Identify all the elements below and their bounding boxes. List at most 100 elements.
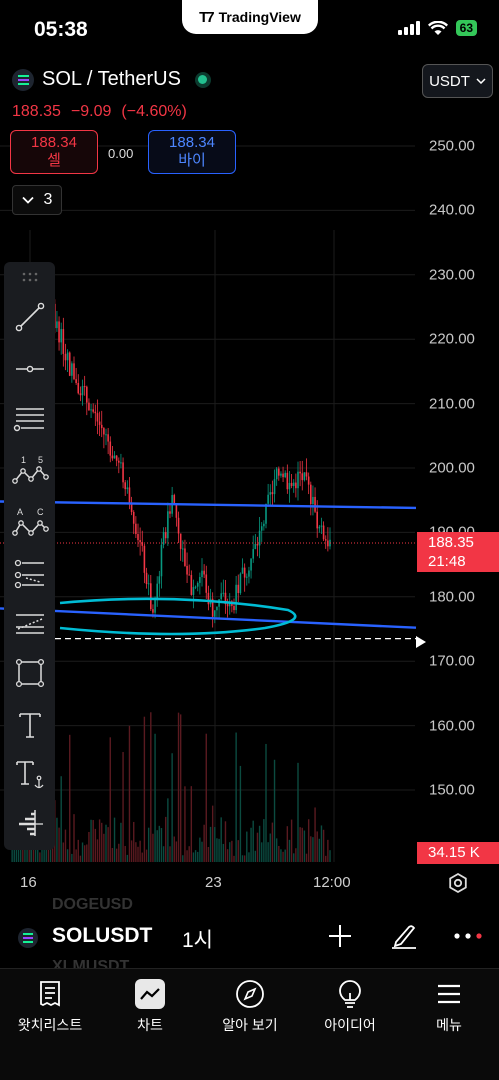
candle-body — [248, 570, 250, 577]
candle-body — [75, 379, 77, 384]
volume-bar — [211, 805, 214, 862]
volume-bar — [98, 819, 101, 862]
candle-body — [216, 606, 218, 611]
candle-body — [275, 468, 278, 480]
sell-button[interactable]: 188.34 셀 — [10, 130, 98, 174]
volume-bar — [105, 824, 107, 862]
volume-bar — [222, 843, 225, 862]
chart-settings-icon[interactable] — [447, 872, 469, 894]
symbol-carousel-prev[interactable]: DOGEUSD — [52, 896, 133, 913]
alert-marker-icon — [416, 636, 426, 648]
drag-handle-icon[interactable] — [4, 262, 55, 292]
candle-body — [167, 511, 169, 539]
collapse-indicators-button[interactable]: 3 — [12, 185, 62, 215]
rectangle-tool[interactable] — [7, 650, 52, 696]
symbol-title: SOL / TetherUS — [42, 68, 181, 90]
candle-body — [214, 610, 216, 617]
anchored-text-tool[interactable] — [7, 752, 52, 798]
candle-body — [222, 592, 225, 594]
trend-line-icon — [15, 302, 44, 332]
volume-bar — [26, 844, 28, 862]
volume-bar — [192, 852, 195, 862]
candle-body — [118, 460, 120, 463]
regression-trend-tool[interactable] — [7, 600, 52, 646]
volume-bar — [275, 838, 278, 862]
volume-bar — [186, 850, 188, 862]
candle-body — [77, 383, 80, 394]
y-tick-label: 220.00 — [429, 330, 475, 348]
solana-coin-icon — [12, 68, 34, 91]
volume-bar — [320, 825, 323, 862]
volume-bar — [143, 716, 146, 862]
volume-bar — [107, 827, 109, 862]
svg-text:5: 5 — [38, 455, 43, 465]
candle-body — [62, 329, 65, 354]
sell-label: 셀 — [47, 152, 61, 169]
more-options-button[interactable] — [450, 918, 486, 954]
volume-bar — [299, 827, 301, 862]
price-change: −9.09 — [70, 103, 112, 120]
candle-body — [90, 409, 92, 411]
candle-body — [292, 482, 295, 487]
price-chart[interactable] — [0, 0, 499, 900]
nav-explore[interactable]: 알아 보기 — [200, 979, 300, 1035]
volume-profile-tool[interactable] — [7, 800, 52, 846]
volume-bar — [265, 743, 267, 862]
fib-retracement-tool[interactable] — [7, 396, 52, 442]
tradingview-pill[interactable]: T7 TradingView — [182, 0, 318, 34]
nav-ideas[interactable]: 아이디어 — [300, 979, 400, 1035]
candle-body — [113, 455, 116, 459]
interval-selector[interactable]: 1시 — [182, 929, 213, 952]
symbol-header[interactable]: SOL / TetherUS — [12, 68, 211, 91]
text-tool[interactable] — [7, 702, 52, 748]
candle-body — [100, 424, 103, 429]
candle-body — [235, 584, 237, 611]
volume-bar — [293, 853, 295, 862]
candle-body — [312, 496, 314, 505]
volume-bar — [141, 852, 143, 862]
volume-bar — [203, 824, 205, 862]
volume-bar — [179, 714, 182, 862]
volume-bar — [111, 847, 114, 862]
add-button[interactable] — [322, 918, 358, 954]
candle-body — [86, 386, 88, 403]
pitchfork-tool[interactable] — [7, 550, 52, 596]
nav-watchlist[interactable]: 왓치리스트 — [0, 979, 100, 1035]
trend-line-tool[interactable] — [7, 294, 52, 340]
volume-bar — [290, 819, 293, 862]
candle-body — [120, 462, 122, 464]
volume-bar — [288, 839, 291, 862]
volume-bar — [226, 849, 229, 862]
candle-body — [143, 545, 146, 573]
volume-bar — [73, 814, 75, 862]
candle-body — [122, 462, 124, 483]
volume-bar — [282, 851, 284, 862]
x-tick-label: 12:00 — [313, 874, 351, 891]
volume-bar — [305, 853, 308, 862]
candle-body — [297, 471, 299, 489]
horizontal-ray-tool[interactable] — [7, 346, 52, 392]
y-tick-label: 180.00 — [429, 588, 475, 606]
nav-chart[interactable]: 차트 — [100, 979, 200, 1035]
volume-bar — [47, 845, 50, 862]
nav-menu[interactable]: 메뉴 — [399, 979, 499, 1035]
candle-body — [137, 534, 139, 541]
volume-bar — [173, 836, 175, 862]
candle-body — [124, 482, 126, 490]
symbol-selector[interactable]: SOLUSDT — [52, 924, 153, 947]
candle-body — [269, 492, 272, 495]
volume-bar — [66, 849, 69, 862]
explore-icon — [235, 979, 265, 1009]
volume-bar — [162, 846, 165, 862]
candle-body — [141, 542, 144, 546]
candle-body — [196, 582, 199, 587]
volume-bar — [86, 844, 88, 862]
currency-select[interactable]: USDT — [422, 64, 493, 98]
candle-body — [92, 409, 94, 412]
drawing-tools-button[interactable] — [386, 918, 422, 954]
buy-button[interactable]: 188.34 바이 — [148, 130, 236, 174]
candle-body — [201, 570, 203, 578]
